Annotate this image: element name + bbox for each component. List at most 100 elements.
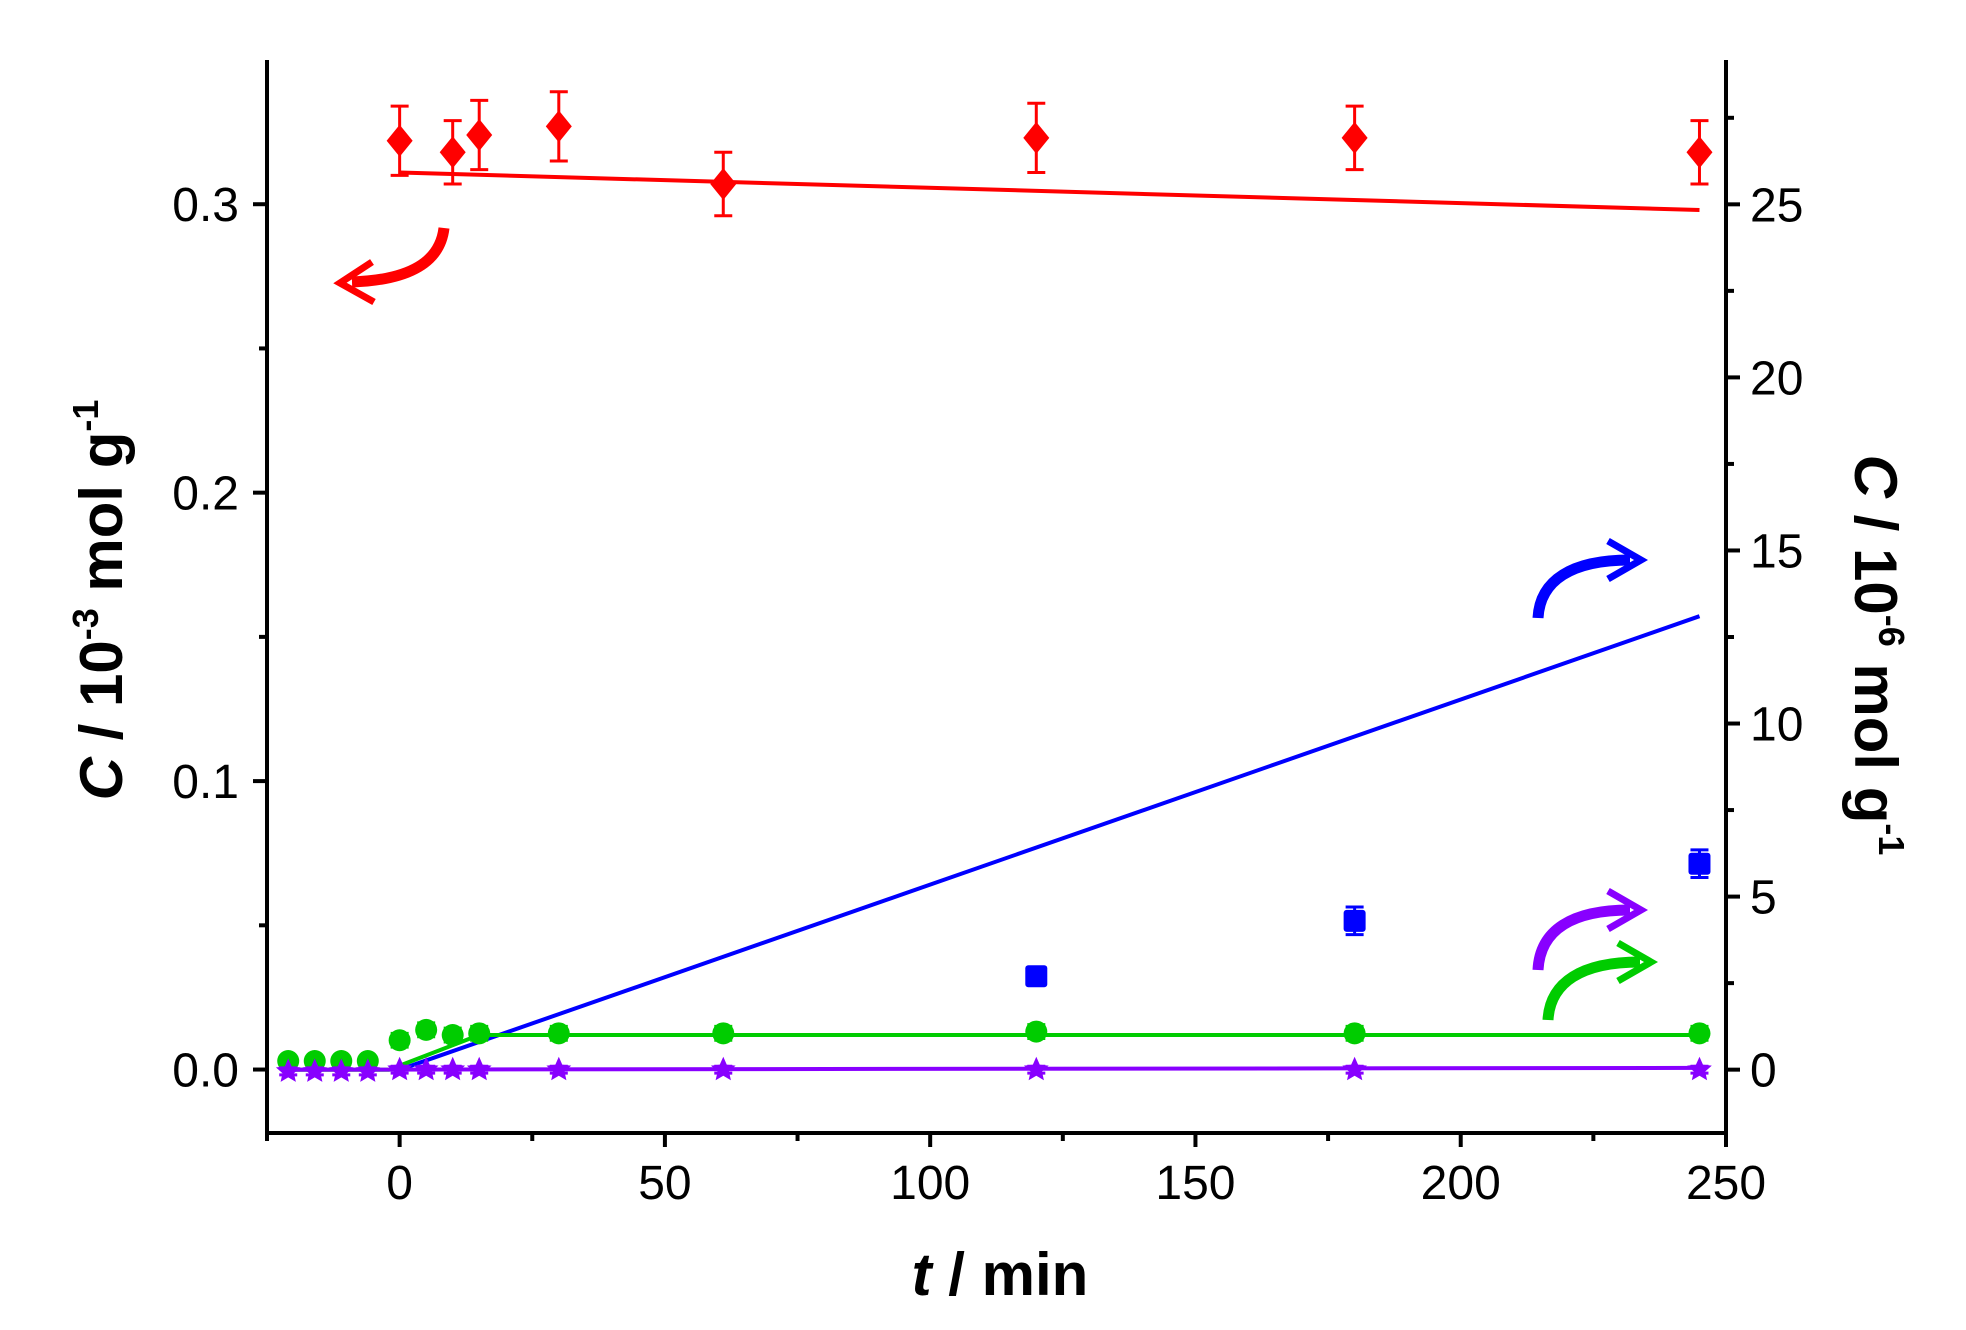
left-tick-label: 0.0 (172, 1045, 239, 1098)
star-marker (1023, 1056, 1049, 1081)
data-point (302, 1058, 328, 1082)
circle-marker (547, 1022, 570, 1045)
data-point (466, 1056, 492, 1081)
data-point (710, 1056, 736, 1081)
fit-line (282, 1033, 1700, 1072)
circle-marker (415, 1018, 438, 1041)
left-axis-title-exp: -3 (65, 608, 106, 640)
data-point (1025, 965, 1048, 988)
right-tick-label: 25 (1750, 179, 1803, 232)
diamond-marker (1023, 121, 1050, 154)
arrow-green-right (1542, 939, 1659, 1021)
diamond-marker (466, 118, 493, 151)
square-marker (1025, 965, 1048, 988)
diamond-marker (386, 124, 413, 157)
x-tick-label: 50 (638, 1157, 691, 1210)
star-marker (546, 1056, 572, 1081)
star-marker (275, 1058, 301, 1082)
star-marker (1687, 1056, 1712, 1081)
data-markers (275, 90, 1713, 1082)
fit-lines (282, 170, 1701, 1072)
square-marker (1343, 909, 1366, 932)
data-point (1343, 1022, 1366, 1045)
left-tick-label: 0.1 (172, 756, 239, 809)
circle-marker (468, 1022, 491, 1045)
circle-marker (1025, 1020, 1048, 1043)
tick-labels: 0 50 100 150 200 250 0.0 0.1 0.2 0.3 0 5 10 15 20 25 (172, 179, 1803, 1210)
x-tick-label: 100 (890, 1157, 970, 1210)
right-axis-title-rest: / 10 (1842, 498, 1909, 615)
right-axis-title-unit-exp: -1 (1871, 823, 1912, 855)
circle-marker (441, 1024, 464, 1047)
diamond-marker (710, 168, 737, 201)
data-point (328, 1058, 354, 1082)
x-tick-label: 150 (1155, 1157, 1235, 1210)
arrow-blue-right (1532, 537, 1649, 619)
data-point (468, 1022, 491, 1045)
diamond-marker (545, 110, 572, 143)
left-axis-title-unit-exp: -1 (65, 400, 106, 432)
circle-marker (712, 1022, 735, 1045)
data-point (1688, 1022, 1711, 1045)
data-point (710, 150, 737, 218)
data-point (355, 1058, 381, 1082)
data-point (1343, 905, 1366, 937)
data-point (439, 119, 466, 186)
square-marker (1688, 852, 1711, 875)
data-point (545, 90, 572, 163)
star-marker (355, 1058, 381, 1082)
right-tick-label: 20 (1750, 352, 1803, 405)
star-marker (387, 1056, 412, 1081)
data-point (466, 98, 493, 172)
data-point (1686, 119, 1713, 186)
x-axis-title-rest: / min (932, 1241, 1089, 1308)
left-axis-title-rest: / 10 (68, 640, 135, 757)
data-point (387, 1056, 412, 1081)
data-point (546, 1056, 572, 1081)
circle-marker (1343, 1022, 1366, 1045)
right-tick-label: 0 (1750, 1045, 1777, 1098)
data-point (712, 1022, 735, 1045)
right-axis-title: C / 10-6 mol g-1 (1842, 455, 1912, 856)
data-point (1023, 1056, 1049, 1081)
data-point (1341, 104, 1368, 172)
fit-line (399, 170, 1700, 212)
data-point (1023, 101, 1050, 174)
circle-marker (388, 1029, 411, 1052)
data-point (440, 1056, 466, 1081)
star-marker (710, 1056, 736, 1081)
left-tick-label: 0.2 (172, 468, 239, 521)
left-axis-title: C / 10-3 mol g-1 (65, 400, 135, 801)
data-point (1688, 848, 1711, 880)
data-point (386, 104, 413, 177)
data-point (1342, 1056, 1367, 1081)
star-marker (466, 1056, 492, 1081)
x-tick-label: 0 (386, 1157, 413, 1210)
diamond-marker (439, 136, 466, 169)
star-marker (328, 1058, 354, 1082)
arrow-red-left (333, 227, 450, 306)
data-point (415, 1018, 438, 1041)
data-point (1025, 1020, 1048, 1043)
diamond-marker (1686, 136, 1713, 169)
star-marker (413, 1056, 439, 1081)
left-axis-title-var: C (68, 755, 135, 800)
x-axis-title: t / min (912, 1241, 1089, 1308)
right-axis-title-exp: -6 (1871, 615, 1912, 647)
left-tick-label: 0.3 (172, 179, 239, 232)
data-point (388, 1029, 411, 1052)
data-point (275, 1058, 301, 1082)
diamond-marker (1341, 121, 1368, 154)
right-tick-label: 5 (1750, 872, 1777, 925)
star-marker (440, 1056, 466, 1081)
x-axis-title-var: t (912, 1241, 935, 1308)
data-point (413, 1056, 439, 1081)
fit-line (282, 1065, 1700, 1072)
star-marker (1342, 1056, 1367, 1081)
axis-ticks (253, 115, 1740, 1147)
data-point (547, 1022, 570, 1045)
data-point (1687, 1056, 1712, 1081)
left-axis-title-unit: mol g (68, 432, 135, 609)
arrow-violet-right (1532, 887, 1649, 971)
